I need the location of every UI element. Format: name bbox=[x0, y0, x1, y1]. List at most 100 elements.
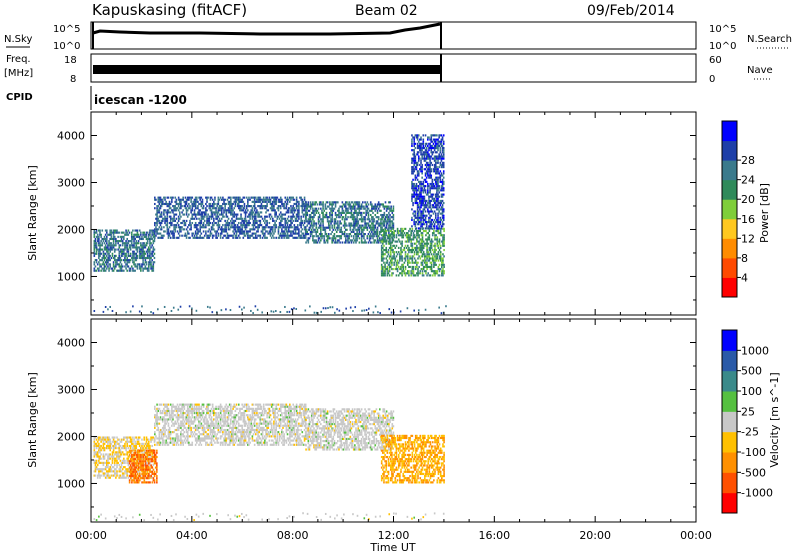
echo-cell bbox=[393, 222, 395, 224]
echo-cell bbox=[126, 475, 128, 477]
echo-cell bbox=[109, 259, 111, 261]
echo-cell bbox=[404, 247, 406, 249]
echo-cell bbox=[432, 141, 434, 143]
echo-cell bbox=[236, 233, 238, 235]
echo-cell bbox=[407, 245, 409, 247]
echo-cell bbox=[413, 272, 415, 274]
echo-cell bbox=[154, 224, 156, 226]
echo-cell bbox=[284, 224, 286, 226]
echo-cell bbox=[426, 177, 428, 179]
echo-cell bbox=[123, 270, 125, 272]
echo-cell bbox=[115, 255, 117, 257]
echo-cell bbox=[330, 222, 332, 224]
echo-cell bbox=[225, 308, 227, 310]
echo-cell bbox=[115, 242, 117, 244]
echo-cell bbox=[438, 172, 440, 174]
echo-cell bbox=[440, 149, 442, 151]
echo-cell bbox=[414, 251, 416, 253]
echo-cell bbox=[290, 205, 292, 207]
echo-cell bbox=[126, 246, 128, 248]
echo-cell bbox=[435, 217, 437, 219]
echo-cell bbox=[438, 266, 440, 268]
echo-cell bbox=[96, 261, 98, 263]
echo-cell bbox=[132, 436, 134, 438]
echo-cell bbox=[154, 207, 156, 209]
echo-cell bbox=[196, 235, 198, 237]
echo-cell bbox=[391, 241, 393, 243]
echo-cell bbox=[436, 236, 438, 238]
echo-cell bbox=[165, 201, 167, 203]
echo-cell bbox=[411, 208, 413, 210]
echo-cell bbox=[441, 143, 443, 145]
echo-cell bbox=[107, 261, 109, 263]
echo-cell bbox=[96, 439, 98, 441]
echo-cell bbox=[123, 251, 125, 253]
echo-cell bbox=[109, 449, 111, 451]
echo-cell bbox=[405, 266, 407, 268]
echo-cell bbox=[105, 472, 107, 474]
echo-cell bbox=[390, 208, 392, 210]
echo-cell bbox=[180, 207, 182, 209]
echo-cell bbox=[105, 270, 107, 272]
echo-cell bbox=[441, 141, 443, 143]
echo-cell bbox=[434, 243, 436, 245]
echo-cell bbox=[211, 218, 213, 220]
echo-cell bbox=[415, 147, 417, 149]
echo-cell bbox=[193, 233, 195, 235]
echo-cell bbox=[187, 209, 189, 211]
echo-cell bbox=[351, 210, 353, 212]
echo-cell bbox=[126, 453, 128, 455]
echo-cell bbox=[116, 470, 118, 472]
echo-cell bbox=[206, 201, 208, 203]
echo-cell bbox=[171, 199, 173, 201]
echo-cell bbox=[113, 261, 115, 263]
echo-cell bbox=[194, 218, 196, 220]
echo-cell bbox=[168, 197, 170, 199]
echo-cell bbox=[133, 261, 135, 263]
echo-cell bbox=[418, 134, 420, 136]
echo-cell bbox=[421, 170, 423, 172]
echo-cell bbox=[411, 134, 413, 136]
echo-cell bbox=[401, 232, 403, 234]
echo-cell bbox=[364, 216, 366, 218]
echo-cell bbox=[400, 249, 402, 251]
echo-cell bbox=[415, 179, 417, 181]
echo-cell bbox=[346, 218, 348, 220]
echo-cell bbox=[426, 225, 428, 227]
echo-cell bbox=[378, 208, 380, 210]
echo-cell bbox=[426, 247, 428, 249]
echo-cell bbox=[224, 205, 226, 207]
echo-cell bbox=[160, 224, 162, 226]
echo-cell bbox=[271, 237, 273, 239]
echo-cell bbox=[355, 210, 357, 212]
echo-cell bbox=[146, 236, 148, 238]
echo-cell bbox=[329, 237, 331, 239]
echo-cell bbox=[202, 203, 204, 205]
echo-cell bbox=[227, 220, 229, 222]
echo-cell bbox=[426, 274, 428, 276]
echo-cell bbox=[124, 466, 126, 468]
echo-cell bbox=[425, 168, 427, 170]
echo-cell bbox=[126, 270, 128, 272]
echo-cell bbox=[310, 227, 312, 229]
echo-cell bbox=[385, 232, 387, 234]
echo-cell bbox=[430, 174, 432, 176]
echo-cell bbox=[155, 226, 157, 228]
echo-cell bbox=[390, 234, 392, 236]
echo-cell bbox=[237, 214, 239, 216]
echo-cell bbox=[191, 209, 193, 211]
echo-cell bbox=[205, 211, 207, 213]
echo-cell bbox=[284, 233, 286, 235]
echo-cell bbox=[230, 309, 232, 311]
echo-cell bbox=[443, 162, 445, 164]
power-ylabel: Slant Range [km] bbox=[26, 165, 39, 261]
echo-cell bbox=[260, 197, 262, 199]
echo-cell bbox=[202, 214, 204, 216]
echo-cell bbox=[438, 253, 440, 255]
echo-cell bbox=[373, 311, 375, 313]
echo-cell bbox=[153, 242, 155, 244]
echo-cell bbox=[398, 251, 400, 253]
echo-cell bbox=[335, 203, 337, 205]
echo-cell bbox=[443, 230, 445, 232]
echo-cell bbox=[386, 227, 388, 229]
